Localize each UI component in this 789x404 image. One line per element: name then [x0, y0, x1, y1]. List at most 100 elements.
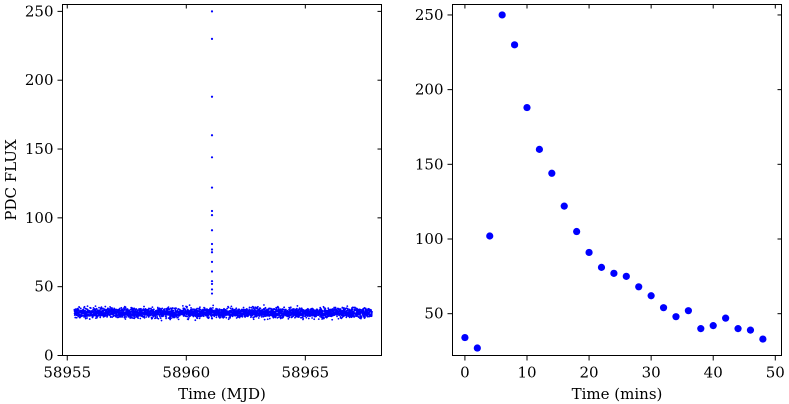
light-curve-point [192, 308, 195, 311]
light-curve-point [111, 307, 114, 310]
light-curve-point [198, 317, 201, 320]
light-curve-x-tick-label: 58965 [281, 364, 329, 382]
light-curve-x-tick-label: 58955 [43, 364, 91, 382]
light-curve-point [161, 307, 164, 310]
light-curve-point [181, 304, 184, 307]
light-curve-point [288, 316, 291, 319]
light-curve-point [266, 318, 269, 321]
light-curve-point [125, 316, 128, 318]
light-curve-point [343, 307, 345, 309]
light-curve-point [83, 305, 86, 308]
flare-zoom-point [597, 263, 606, 271]
light-curve-point [118, 307, 121, 310]
light-curve-point [324, 307, 327, 310]
flare-zoom-point [672, 313, 680, 321]
light-curve-point [133, 314, 136, 317]
light-curve-point [248, 308, 251, 311]
light-curve-point [194, 319, 197, 322]
light-curve-point [317, 318, 320, 321]
light-curve-point [248, 306, 251, 309]
flare-zoom-ticks: 0 10 20 30 40 50 50 100 150 200 250 [415, 4, 785, 382]
light-curve-point [260, 315, 263, 318]
light-curve-point [79, 316, 81, 319]
flare-zoom-point [523, 103, 531, 112]
light-curve-point [238, 308, 241, 311]
light-curve-point [172, 309, 175, 312]
light-curve-point [159, 317, 162, 320]
light-curve-point [171, 307, 174, 309]
light-curve-point [244, 316, 247, 318]
light-curve-point [334, 306, 337, 309]
light-curve-point [345, 307, 348, 310]
light-curve-point [152, 308, 155, 311]
flare-zoom-panel: 0 10 20 30 40 50 50 100 150 200 250 Time (mins) [415, 4, 785, 403]
light-curve-point [190, 307, 192, 309]
light-curve-point [235, 307, 238, 310]
light-curve-point [241, 315, 244, 318]
light-curve-point [119, 316, 122, 318]
light-curve-point [139, 317, 142, 320]
light-curve-point [137, 317, 140, 319]
flare-zoom-point [622, 272, 630, 280]
flare-zoom-point [697, 325, 705, 333]
light-curve-point [262, 315, 265, 318]
light-curve-point [223, 316, 226, 319]
flare-zoom-point [573, 227, 581, 236]
light-curve-point [152, 315, 155, 318]
light-curve-point [357, 316, 360, 319]
light-curve-point [143, 315, 146, 318]
light-curve-point [359, 308, 362, 311]
light-curve-points [73, 10, 373, 322]
light-curve-point [187, 317, 190, 319]
light-curve-point [289, 307, 291, 310]
light-curve-y-tick-label: 200 [25, 71, 54, 89]
flare-zoom-y-tick-label: 100 [415, 230, 444, 248]
light-curve-point [268, 317, 271, 320]
light-curve-point [94, 305, 97, 308]
flare-zoom-frame [452, 4, 782, 356]
flare-zoom-x-tick-label: 40 [704, 364, 723, 382]
light-curve-point [111, 316, 114, 319]
flare-point [210, 134, 214, 137]
flare-point [210, 292, 214, 295]
light-curve-y-tick-label: 100 [25, 209, 54, 227]
flare-zoom-y-tick-label: 250 [415, 6, 444, 24]
light-curve-point [311, 317, 313, 319]
light-curve-panel: 58955 58960 58965 0 50 100 150 200 250 Time (MJD… [2, 2, 382, 403]
light-curve-point [307, 308, 310, 311]
light-curve-point [78, 306, 81, 309]
light-curve-point [167, 306, 170, 309]
light-curve-point [189, 314, 192, 317]
light-curve-point [177, 318, 180, 321]
light-curve-point [263, 318, 266, 321]
light-curve-point [86, 305, 89, 308]
light-curve-point [100, 306, 103, 309]
light-curve-point [219, 316, 222, 319]
light-curve-point [259, 307, 262, 310]
light-curve-point [154, 317, 157, 319]
light-curve-point [307, 317, 310, 320]
light-curve-point [148, 307, 151, 310]
light-curve-point [302, 309, 305, 312]
light-curve-point [305, 316, 308, 319]
light-curve-point [210, 307, 213, 310]
light-curve-point [351, 308, 354, 311]
flare-zoom-point [647, 292, 655, 300]
light-curve-point [277, 316, 280, 318]
light-curve-point [151, 317, 154, 320]
light-curve-point [164, 307, 166, 310]
light-curve-point [227, 318, 230, 321]
light-curve-point [333, 306, 336, 309]
light-curve-point [229, 316, 231, 319]
light-curve-point [215, 316, 218, 319]
light-curve-point [98, 306, 100, 309]
light-curve-point [160, 319, 163, 322]
flare-point [210, 288, 214, 291]
light-curve-point [159, 315, 161, 318]
flare-zoom-point [510, 41, 519, 49]
flare-point [210, 270, 214, 273]
light-curve-point [258, 315, 261, 317]
light-curve-point [186, 305, 188, 308]
light-curve-point [143, 316, 146, 319]
